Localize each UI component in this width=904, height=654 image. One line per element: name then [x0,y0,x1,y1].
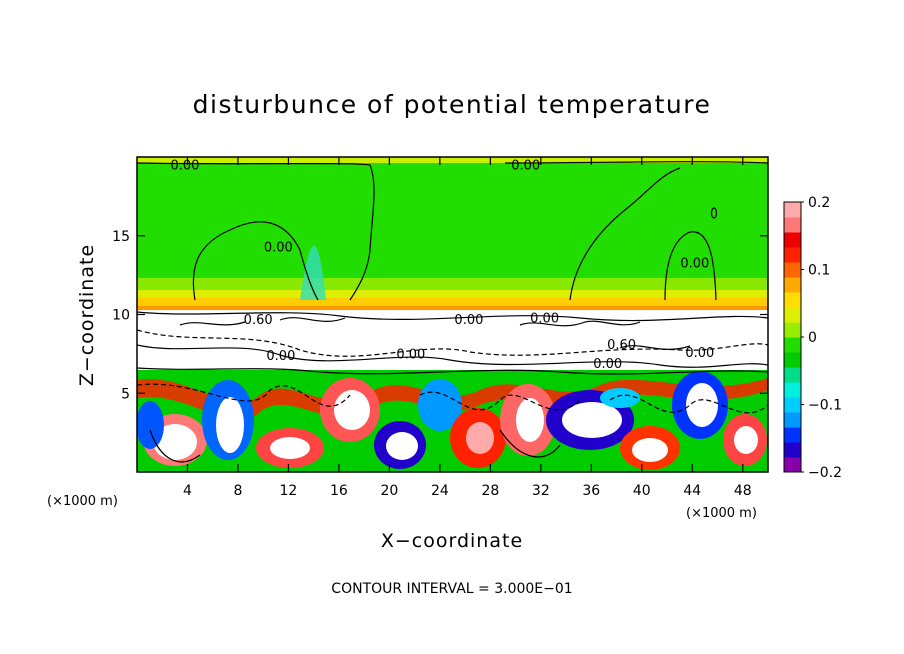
colorbar-swatch [784,292,801,308]
y-tick-label: 5 [121,386,130,402]
x-tick-label: 40 [633,483,651,499]
contour-label: 0.00 [266,349,295,364]
x-tick-label: 20 [380,483,398,499]
contour-label: 0.00 [454,313,483,328]
plume-feature [300,245,326,300]
colorbar-tick-label: −0.1 [808,398,842,414]
colorbar-swatch [784,232,801,248]
x-origin-unit-label: (×1000 m) [47,494,118,509]
plot-area: 0.00 0.00 0.00 0.00 0.60 0.00 0.00 0.00 0.00 0.60… [112,156,769,499]
colorbar-swatch [784,322,801,338]
colorbar-swatch [784,277,801,293]
colorbar-swatch [784,427,801,443]
chart-title: disturbunce of potential temperature [193,90,712,119]
x-tick-label: 28 [481,483,499,499]
x-axis: 4 8 12 16 20 24 28 32 36 40 44 48 [183,157,752,499]
contour-label: 0.00 [511,159,540,174]
colorbar-swatch [784,307,801,323]
contour-label-group: 0.00 0.00 0.00 0.00 0.60 0.00 0.00 0.00 0.00 0.60… [170,159,714,372]
x-tick-label: 16 [330,483,348,499]
contour-label: 0.00 [530,311,559,326]
colorbar: −0.2 −0.1 0 0.1 0.2 [783,195,842,481]
colorbar-swatch [784,262,801,278]
contour-label: 0.60 [607,338,636,353]
x-tick-label: 32 [532,483,550,499]
x-tick-label: 24 [431,483,449,499]
contour-lines [137,161,768,463]
y-axis-title: Z−coordinate [76,244,98,386]
colorbar-swatch [784,442,801,458]
x-tick-label: 4 [183,483,192,499]
contour-label: 0.00 [680,256,709,271]
x-tick-label: 8 [233,483,242,499]
contour-label: 0.00 [396,348,425,363]
contour-label: 0.00 [264,241,293,256]
x-tick-label: 44 [683,483,701,499]
tropopause-band-1 [137,278,768,292]
contour-label: 0.60 [244,313,273,328]
colorbar-swatch [784,457,801,473]
colorbar-swatch [784,202,801,218]
colorbar-swatch [784,382,801,398]
y-tick-label: 15 [112,229,130,245]
x-tick-label: 48 [734,483,752,499]
x-axis-unit-label: (×1000 m) [686,506,757,521]
tropopause-band-4 [137,306,768,312]
contour-label: 0.00 [685,346,714,361]
tropopause-band-2 [137,290,768,300]
y-axis: 5 10 15 [112,229,768,402]
colorbar-swatch [784,412,801,428]
colorbar-tick-label: 0.2 [808,195,830,211]
colorbar-tick-label: 0.1 [808,263,830,279]
contour-label: 0.00 [170,159,199,174]
colorbar-swatch [784,397,801,413]
colorbar-swatch [784,337,801,353]
x-tick-label: 12 [280,483,298,499]
y-tick-label: 10 [112,308,130,324]
colorbar-swatch [784,352,801,368]
colorbar-swatch [784,247,801,263]
contour-label: 0.00 [593,357,622,372]
tropopause-band-3 [137,298,768,308]
top-boundary-band [137,157,768,163]
colorbar-tick-label: 0 [808,330,817,346]
x-axis-title: X−coordinate [381,530,523,552]
colorbar-swatch [784,367,801,383]
contour-interval-note: CONTOUR INTERVAL = 3.000E−01 [331,581,572,597]
colorbar-tick-label: −0.2 [808,465,842,481]
colorbar-swatch [784,217,801,233]
x-tick-label: 36 [582,483,600,499]
